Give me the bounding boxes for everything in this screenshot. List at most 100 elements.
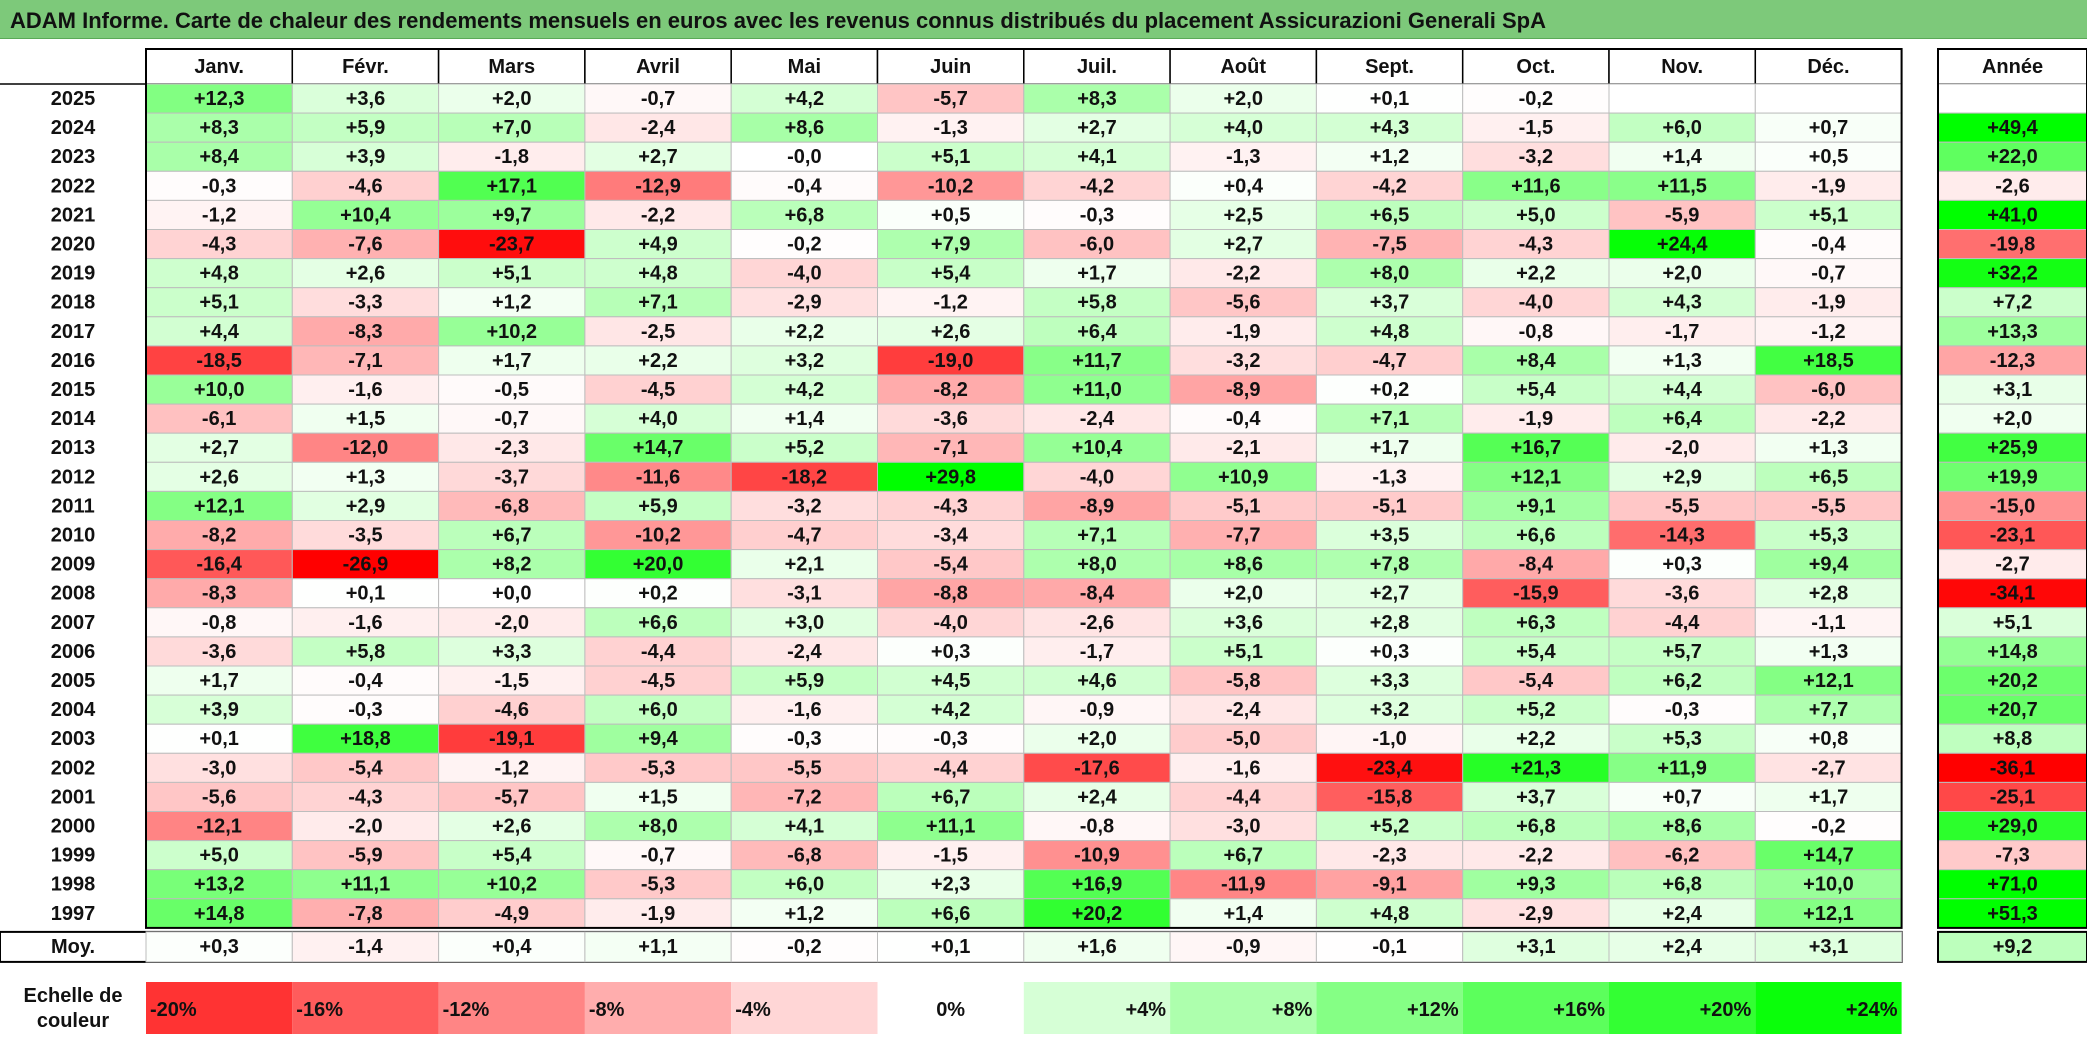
annual-cell-label: +22,0 xyxy=(1987,146,2038,168)
annual-cell-label: +49,4 xyxy=(1987,117,2038,139)
heatmap-cell-label: -0,4 xyxy=(787,175,822,197)
heatmap-cell xyxy=(730,665,879,696)
heatmap-cell-label: -0,3 xyxy=(933,728,967,750)
heatmap-cell xyxy=(1315,490,1464,521)
heatmap-cell-label: +11,5 xyxy=(1657,175,1707,197)
heatmap-cell-label: -4,3 xyxy=(1519,234,1553,256)
heatmap-cell-label: -3,7 xyxy=(495,466,529,488)
heatmap-cell xyxy=(877,345,1025,376)
average-cell xyxy=(438,931,586,963)
heatmap-cell xyxy=(584,287,732,318)
scale-swatch xyxy=(1755,982,1902,1034)
heatmap-cell-label: +2,0 xyxy=(1224,583,1263,605)
heatmap-cell-label: -3,6 xyxy=(1665,583,1699,605)
heatmap-cell-label: -3,2 xyxy=(787,495,821,517)
heatmap-cell xyxy=(438,199,586,230)
heatmap-cell-label: +3,9 xyxy=(199,699,238,721)
heatmap-cell-label: +6,2 xyxy=(1662,670,1701,692)
year-label: 2006 xyxy=(51,641,96,663)
heatmap-cell-label: +5,3 xyxy=(1809,525,1848,547)
heatmap-cell-label: +2,7 xyxy=(638,146,677,168)
heatmap-cell-label: +2,4 xyxy=(1662,903,1702,925)
scale-swatch xyxy=(1316,982,1463,1034)
heatmap-cell xyxy=(1023,229,1171,260)
heatmap-cell-label: +12,1 xyxy=(1803,903,1854,925)
average-cell-label: +0,3 xyxy=(199,936,238,958)
heatmap-cell-label: +3,7 xyxy=(1516,786,1555,808)
heatmap-cell-label: +5,1 xyxy=(1809,204,1848,226)
heatmap-cell xyxy=(145,607,293,638)
heatmap-cell-label: -11,6 xyxy=(636,466,680,488)
average-cell-label: -1,4 xyxy=(348,936,383,958)
average-cell-label: -0,2 xyxy=(787,936,821,958)
heatmap-cell-label: +20,2 xyxy=(1072,903,1123,925)
heatmap-cell-label: +1,7 xyxy=(492,350,531,372)
heatmap-cell-label: +20,0 xyxy=(633,554,684,576)
heatmap-cell-label: +0,1 xyxy=(346,583,385,605)
heatmap-cell xyxy=(291,432,440,463)
heatmap-cell xyxy=(145,694,293,725)
heatmap-cell-label: -8,9 xyxy=(1080,495,1114,517)
heatmap-cell-label: +4,9 xyxy=(638,234,677,256)
annual-cell xyxy=(1937,403,2087,434)
heatmap-cell-label: -6,8 xyxy=(787,845,821,867)
heatmap-cell xyxy=(1462,578,1610,609)
scale-swatch xyxy=(731,982,878,1034)
heatmap-cell xyxy=(1315,374,1464,405)
heatmap-cell-label: +9,7 xyxy=(492,204,531,226)
heatmap-cell-label: +2,7 xyxy=(1370,583,1409,605)
heatmap-cell xyxy=(877,665,1025,696)
annual-cell-label: -2,7 xyxy=(1995,554,2029,576)
heatmap-cell-label: -4,4 xyxy=(1226,786,1261,808)
heatmap-cell xyxy=(877,461,1025,492)
heatmap-cell-label: -4,5 xyxy=(641,379,675,401)
heatmap-cell xyxy=(145,229,293,260)
heatmap-cell xyxy=(1169,345,1317,376)
heatmap-cell-label: -5,3 xyxy=(641,757,675,779)
heatmap-cell xyxy=(1754,636,1903,667)
heatmap-cell-label: -19,1 xyxy=(489,728,535,750)
heatmap-cell xyxy=(1462,432,1610,463)
heatmap-cell xyxy=(438,490,586,521)
heatmap-cell xyxy=(1754,607,1903,638)
heatmap-cell-label: -10,2 xyxy=(928,175,974,197)
scale-swatch-label: -4% xyxy=(735,999,771,1021)
annual-cell-label: +20,2 xyxy=(1987,670,2038,692)
average-cell-label: +1,6 xyxy=(1077,936,1116,958)
heatmap-cell xyxy=(584,345,732,376)
heatmap-cell xyxy=(1315,781,1464,813)
heatmap-cell-label: -4,2 xyxy=(1372,175,1406,197)
heatmap-cell-label: -7,2 xyxy=(787,786,821,808)
heatmap-cell-label: +0,3 xyxy=(1662,554,1701,576)
heatmap-cell xyxy=(291,287,440,318)
heatmap-cell xyxy=(730,520,879,551)
heatmap-cell-label: +1,4 xyxy=(785,408,825,430)
heatmap-cell-label: +6,8 xyxy=(785,204,824,226)
average-cell xyxy=(1023,931,1171,963)
heatmap-cell-label: +4,8 xyxy=(1370,903,1409,925)
heatmap-cell xyxy=(145,316,293,347)
heatmap-cell-label: +2,2 xyxy=(785,321,824,343)
heatmap-cell xyxy=(1315,199,1464,230)
heatmap-cell-label: +3,6 xyxy=(346,88,385,110)
heatmap-cell-label: -5,1 xyxy=(1372,495,1406,517)
heatmap-cell-label: -12,9 xyxy=(635,175,681,197)
heatmap-cell-label: +5,8 xyxy=(1077,292,1116,314)
heatmap-cell-label: +8,0 xyxy=(638,816,677,838)
heatmap-cell-label: +1,3 xyxy=(1809,641,1848,663)
heatmap-cell-label: -1,3 xyxy=(933,117,967,139)
annual-cell xyxy=(1937,520,2087,551)
heatmap-cell xyxy=(730,170,879,201)
heatmap-cell-label: -3,1 xyxy=(787,583,821,605)
heatmap-cell-label: +6,5 xyxy=(1370,204,1409,226)
annual-cell-label: +14,8 xyxy=(1987,641,2038,663)
heatmap-cell-label: -0,3 xyxy=(1080,204,1114,226)
heatmap-cell-label: +11,1 xyxy=(926,816,976,838)
heatmap-cell-label: -4,3 xyxy=(348,786,382,808)
heatmap-cell xyxy=(1608,723,1756,754)
heatmap-cell-label: +2,0 xyxy=(492,88,531,110)
heatmap-cell-label: +0,7 xyxy=(1662,786,1701,808)
heatmap-cell xyxy=(1023,403,1171,434)
annual-cell xyxy=(1937,287,2087,318)
heatmap-cell xyxy=(584,461,732,492)
